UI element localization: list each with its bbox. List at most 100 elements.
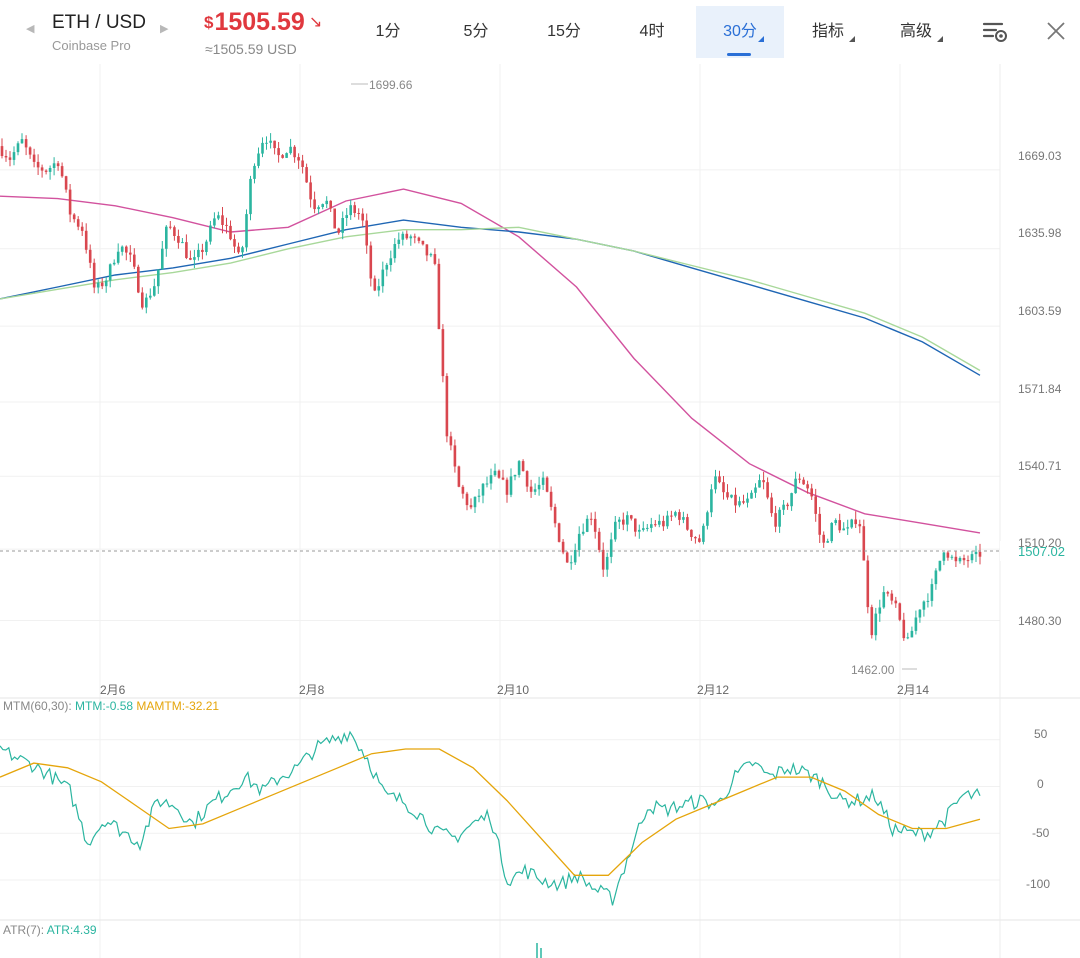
candle-body — [133, 254, 136, 267]
candle-body — [593, 518, 597, 532]
candle-body — [357, 213, 360, 214]
last-price: $1505.59 ↘ — [204, 8, 322, 37]
candle-body — [878, 607, 882, 614]
tab-15min[interactable]: 15分 — [520, 6, 608, 58]
candlestick-chart[interactable]: 1507.02 1699.66 1462.00 1669.03 1635.98 … — [0, 64, 1080, 958]
candle-body — [417, 237, 421, 241]
time-axis-tick: 2月10 — [497, 683, 529, 697]
chart-settings-icon[interactable] — [980, 18, 1010, 46]
candle-body — [333, 208, 336, 229]
candle-body — [309, 182, 312, 200]
candle-body — [946, 552, 950, 558]
candle-body — [710, 489, 713, 513]
next-pair-arrow-icon[interactable]: ▶ — [160, 23, 169, 35]
tab-label: 4时 — [639, 23, 665, 40]
candle-body — [32, 154, 36, 162]
candle-body — [630, 515, 633, 519]
candle-body — [718, 476, 721, 483]
candle-body — [137, 266, 140, 293]
tab-label: 30分 — [723, 23, 757, 40]
dropdown-corner-icon — [937, 36, 943, 42]
price-axis-tick: 1510.20 — [1018, 536, 1062, 550]
candle-body — [52, 163, 56, 168]
candle-body — [862, 526, 866, 561]
tab-30min[interactable]: 30分 — [696, 6, 784, 58]
candle-body — [654, 524, 657, 526]
tab-1min[interactable]: 1分 — [344, 6, 432, 58]
candle-body — [173, 227, 176, 236]
candle-body — [445, 376, 449, 437]
candle-body — [325, 200, 328, 205]
candle-body — [253, 165, 256, 179]
indicators-menu[interactable]: 指标 — [784, 6, 872, 58]
mtm-axis-tick: 0 — [1037, 777, 1044, 791]
tab-5min[interactable]: 5分 — [432, 6, 520, 58]
candle-body — [157, 269, 160, 287]
candle-body — [64, 176, 68, 190]
candle-body — [125, 246, 128, 253]
candle-body — [738, 501, 741, 506]
candle-body — [882, 592, 886, 608]
candle-body — [393, 244, 397, 259]
candle-body — [189, 258, 192, 260]
candle-body — [205, 241, 208, 252]
candle-body — [794, 478, 797, 494]
candle-body — [618, 519, 621, 522]
candle-body — [28, 147, 32, 155]
candle-body — [642, 528, 645, 530]
candle-body — [702, 525, 705, 542]
candle-body — [678, 512, 681, 520]
candle-body — [922, 601, 926, 610]
time-axis-tick: 2月14 — [897, 683, 929, 697]
candle-body — [826, 541, 829, 543]
candle-body — [505, 479, 509, 495]
candle-body — [766, 482, 769, 498]
candle-body — [914, 617, 918, 631]
candle-body — [301, 160, 304, 167]
candle-body — [425, 244, 429, 256]
price-currency: $ — [204, 13, 214, 32]
candle-body — [241, 247, 244, 253]
candle-body — [489, 475, 493, 484]
candle-body — [906, 637, 910, 639]
prev-pair-arrow-icon[interactable]: ◀ — [26, 23, 35, 35]
mtm-legend-sep: : — [102, 699, 106, 713]
candle-body — [577, 533, 581, 550]
candle-body — [726, 492, 729, 498]
candle-body — [818, 513, 821, 535]
candle-body — [209, 225, 212, 242]
close-icon[interactable] — [1042, 17, 1070, 45]
pair-title[interactable]: ETH / USD — [52, 12, 146, 33]
price-approx-usd: ≈1505.59 USD — [205, 41, 297, 57]
candle-body — [465, 493, 469, 506]
dropdown-corner-icon — [758, 36, 764, 42]
exchange-name: Coinbase Pro — [52, 38, 131, 53]
candle-body — [80, 226, 84, 231]
candle-body — [938, 560, 942, 571]
mtm-indicator-lines — [0, 730, 981, 906]
candle-body — [129, 252, 132, 255]
candle-body — [245, 214, 248, 248]
candle-body — [177, 236, 180, 243]
candle-body — [441, 329, 445, 377]
candle-body — [68, 189, 72, 215]
candle-body — [469, 505, 473, 508]
high-annotation: 1699.66 — [369, 78, 413, 92]
candle-body — [802, 479, 805, 485]
candle-body — [120, 246, 124, 252]
candle-body — [76, 219, 80, 227]
candle-body — [597, 531, 601, 550]
candle-body — [694, 537, 697, 539]
advanced-menu[interactable]: 高级 — [872, 6, 960, 58]
candle-body — [509, 476, 513, 495]
candle-body — [217, 215, 220, 219]
candle-body — [778, 509, 781, 527]
candle-body — [72, 214, 76, 220]
candle-body — [798, 478, 801, 480]
candle-body — [169, 226, 172, 228]
candle-body — [529, 486, 533, 492]
candle-body — [549, 491, 553, 507]
candle-body — [329, 200, 332, 209]
candle-body — [8, 157, 12, 160]
tab-4hour[interactable]: 4时 — [608, 6, 696, 58]
